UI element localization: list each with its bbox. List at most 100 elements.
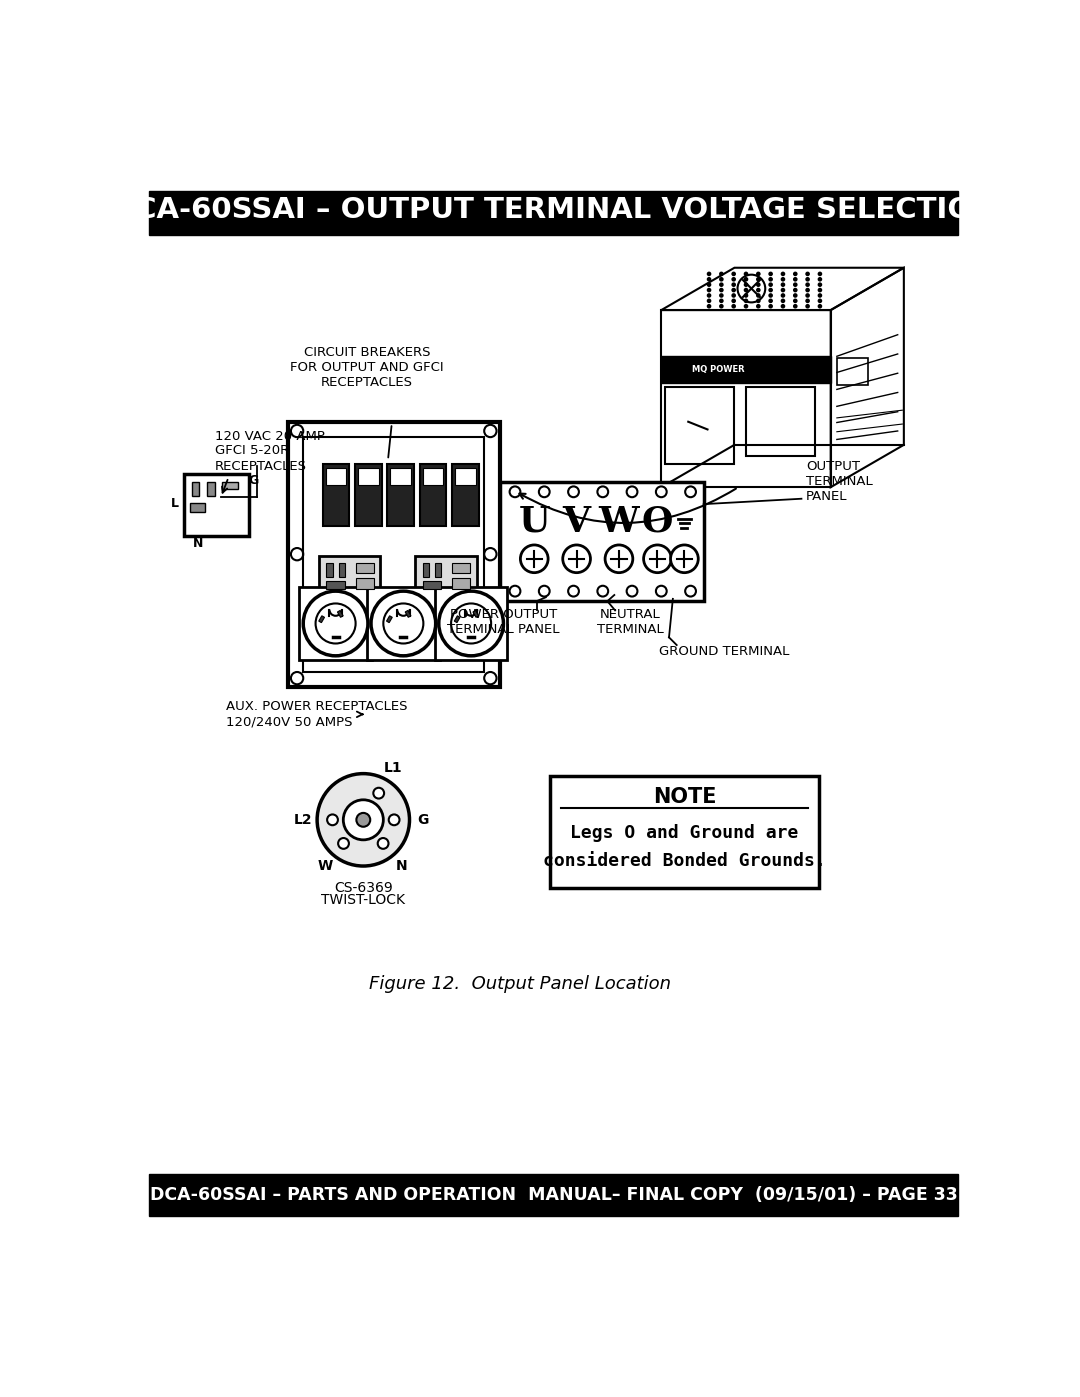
Circle shape xyxy=(756,271,760,277)
Circle shape xyxy=(793,282,798,286)
Text: W: W xyxy=(598,504,639,539)
Circle shape xyxy=(731,293,735,298)
Circle shape xyxy=(818,288,822,292)
Text: L: L xyxy=(171,497,178,510)
Bar xyxy=(661,356,831,383)
Bar xyxy=(184,474,249,535)
Text: L2: L2 xyxy=(294,813,312,827)
Circle shape xyxy=(706,277,712,282)
Circle shape xyxy=(706,288,712,292)
Circle shape xyxy=(706,293,712,298)
Bar xyxy=(415,556,476,602)
Circle shape xyxy=(731,271,735,277)
Circle shape xyxy=(374,788,384,799)
Bar xyxy=(422,581,441,588)
Bar xyxy=(422,468,444,485)
Text: V: V xyxy=(563,504,591,539)
Text: Legs O and Ground are
considered Bonded Grounds.: Legs O and Ground are considered Bonded … xyxy=(543,824,826,870)
Text: AUX. POWER RECEPTACLES
120/240V 50 AMPS: AUX. POWER RECEPTACLES 120/240V 50 AMPS xyxy=(226,700,408,728)
Text: L1: L1 xyxy=(384,761,403,775)
Circle shape xyxy=(768,277,773,282)
Circle shape xyxy=(781,271,785,277)
Circle shape xyxy=(719,271,724,277)
Circle shape xyxy=(343,800,383,840)
Text: N: N xyxy=(192,536,203,550)
Bar xyxy=(323,464,350,525)
Circle shape xyxy=(706,305,712,309)
Bar xyxy=(451,563,471,573)
Circle shape xyxy=(303,591,368,655)
Text: NOTE: NOTE xyxy=(652,788,716,807)
Circle shape xyxy=(744,282,748,286)
Text: W: W xyxy=(318,859,333,873)
Circle shape xyxy=(318,774,409,866)
Bar xyxy=(837,358,867,384)
Text: TWIST-LOCK: TWIST-LOCK xyxy=(322,893,405,907)
Bar xyxy=(387,616,392,623)
Circle shape xyxy=(744,299,748,303)
Text: OUTPUT
TERMINAL
PANEL: OUTPUT TERMINAL PANEL xyxy=(806,460,873,503)
Text: NEUTRAL
TERMINAL: NEUTRAL TERMINAL xyxy=(597,608,664,636)
Circle shape xyxy=(793,277,798,282)
Bar xyxy=(455,468,475,485)
Circle shape xyxy=(768,271,773,277)
Circle shape xyxy=(793,305,798,309)
Circle shape xyxy=(781,305,785,309)
Circle shape xyxy=(731,282,735,286)
Circle shape xyxy=(719,282,724,286)
Text: DCA-60SSAI – PARTS AND OPERATION  MANUAL– FINAL COPY  (09/15/01) – PAGE 33: DCA-60SSAI – PARTS AND OPERATION MANUAL–… xyxy=(150,1186,957,1204)
Circle shape xyxy=(756,299,760,303)
Circle shape xyxy=(818,299,822,303)
Bar xyxy=(451,464,478,525)
Bar xyxy=(435,563,441,577)
Circle shape xyxy=(327,814,338,826)
Circle shape xyxy=(756,277,760,282)
Bar xyxy=(288,422,500,687)
Bar xyxy=(451,578,471,588)
Circle shape xyxy=(719,288,724,292)
Circle shape xyxy=(731,288,735,292)
Circle shape xyxy=(438,591,503,655)
Bar xyxy=(405,610,410,617)
Bar xyxy=(325,468,347,485)
Circle shape xyxy=(818,293,822,298)
Circle shape xyxy=(719,277,724,282)
Circle shape xyxy=(563,545,591,573)
Circle shape xyxy=(781,282,785,286)
Bar xyxy=(357,468,379,485)
Text: POWER OUTPUT
TERMINAL PANEL: POWER OUTPUT TERMINAL PANEL xyxy=(447,608,559,636)
Bar xyxy=(367,587,440,659)
Bar xyxy=(355,464,382,525)
Circle shape xyxy=(806,293,810,298)
Circle shape xyxy=(744,305,748,309)
Text: 120 VAC 20 AMP
GFCI 5-20R
RECEPTACLES: 120 VAC 20 AMP GFCI 5-20R RECEPTACLES xyxy=(215,429,325,472)
Bar xyxy=(149,1173,958,1217)
Circle shape xyxy=(768,305,773,309)
Bar xyxy=(337,610,343,617)
Circle shape xyxy=(731,277,735,282)
Bar xyxy=(149,191,958,236)
Circle shape xyxy=(378,838,389,849)
Text: GROUND TERMINAL: GROUND TERMINAL xyxy=(659,644,789,658)
Bar xyxy=(326,581,345,588)
Bar xyxy=(355,563,374,573)
Circle shape xyxy=(644,545,672,573)
Text: DCA-60SSAI – OUTPUT TERMINAL VOLTAGE SELECTION: DCA-60SSAI – OUTPUT TERMINAL VOLTAGE SEL… xyxy=(111,196,996,224)
Text: G: G xyxy=(248,474,259,486)
Circle shape xyxy=(793,293,798,298)
Circle shape xyxy=(756,282,760,286)
Circle shape xyxy=(806,282,810,286)
Circle shape xyxy=(793,299,798,303)
Circle shape xyxy=(756,293,760,298)
Bar xyxy=(299,587,372,659)
Circle shape xyxy=(389,814,400,826)
Circle shape xyxy=(605,545,633,573)
Bar xyxy=(207,482,215,496)
Text: G: G xyxy=(418,813,429,827)
Text: N: N xyxy=(396,859,408,873)
Circle shape xyxy=(818,271,822,277)
Text: Figure 12.  Output Panel Location: Figure 12. Output Panel Location xyxy=(368,975,671,993)
Bar xyxy=(473,610,478,617)
Circle shape xyxy=(818,282,822,286)
Circle shape xyxy=(719,305,724,309)
